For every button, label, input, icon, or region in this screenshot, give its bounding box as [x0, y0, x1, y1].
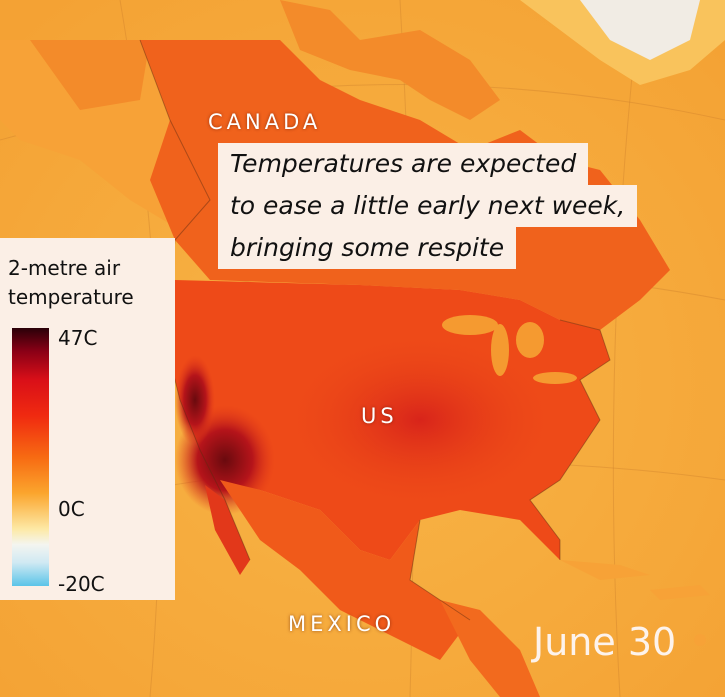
label-mexico: MEXICO: [288, 612, 396, 636]
greenland-ice: [580, 0, 700, 60]
legend-color-bar: [12, 328, 49, 586]
caribbean-islands: [560, 560, 710, 646]
legend-max-label: 47C: [58, 326, 98, 350]
alaska-north: [30, 40, 150, 110]
temperature-legend: 2-metre air temperature 47C 0C -20C: [0, 238, 175, 600]
arctic-islands: [280, 0, 500, 120]
legend-zero-label: 0C: [58, 497, 85, 521]
great-lakes: [442, 315, 577, 384]
legend-title-line1: 2-metre air: [8, 256, 121, 280]
us-warm-core: [280, 330, 560, 510]
legend-title-line2: temperature: [8, 285, 134, 309]
central-america: [440, 600, 540, 697]
baja: [205, 485, 250, 575]
label-us: US: [361, 404, 398, 428]
central-valley-heat: [175, 355, 215, 445]
label-canada: CANADA: [208, 110, 322, 134]
date-label: June 30: [533, 620, 677, 664]
mexico: [220, 480, 470, 660]
legend-min-label: -20C: [58, 572, 105, 596]
callout-line-3: bringing some respite: [218, 227, 517, 269]
legend-title: 2-metre air temperature: [8, 254, 173, 312]
callout-line-1: Temperatures are expected: [218, 143, 589, 185]
callout-annotation: Temperatures are expected to ease a litt…: [218, 143, 650, 269]
callout-line-2: to ease a little early next week,: [218, 185, 638, 227]
